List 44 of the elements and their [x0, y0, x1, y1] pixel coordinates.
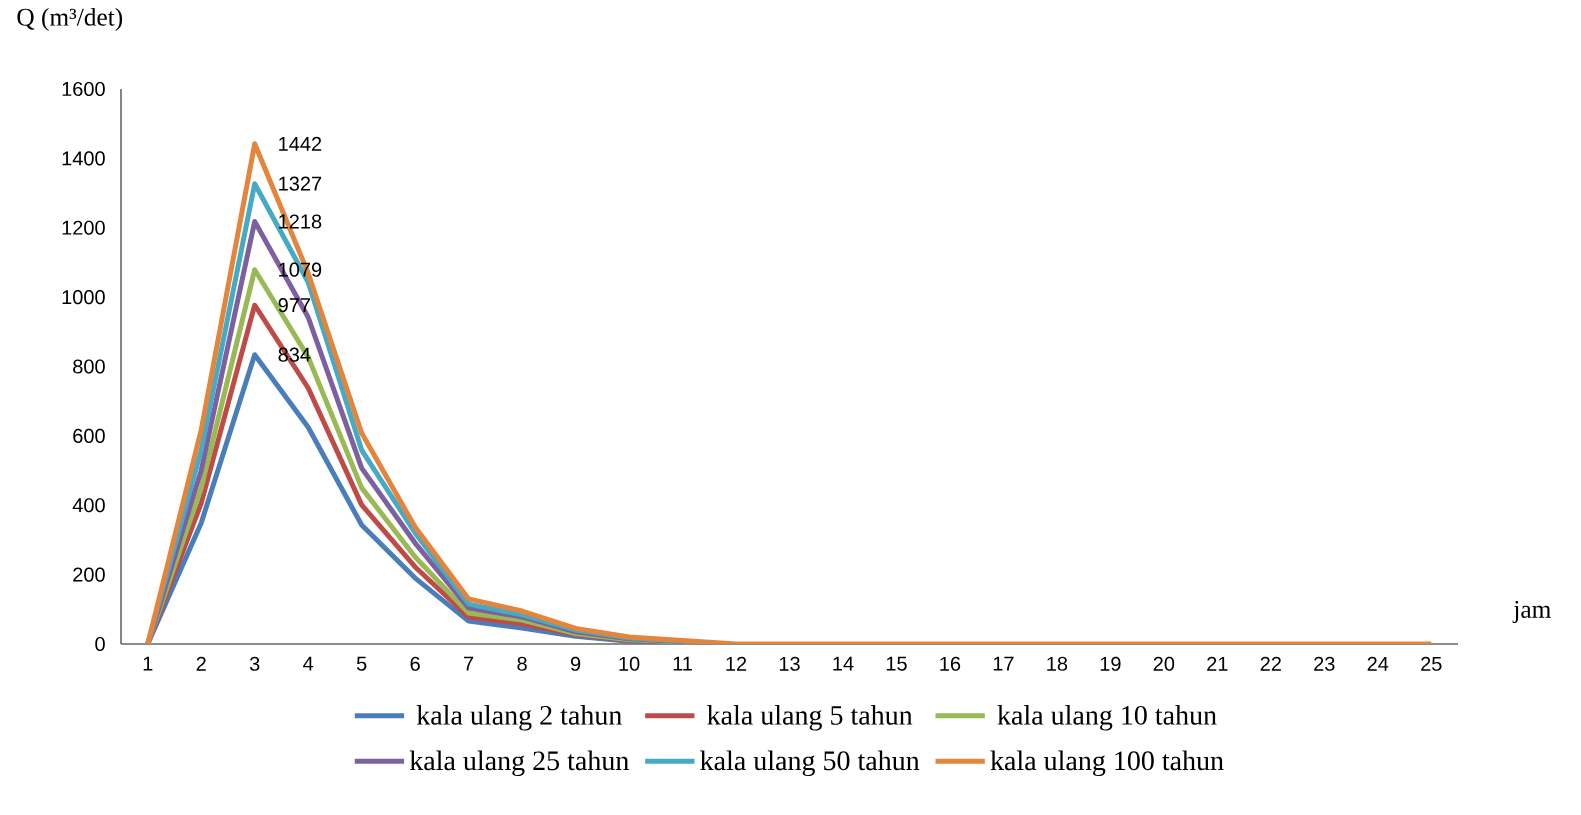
x-tick-label: 20	[1153, 656, 1175, 671]
x-tick-label: 9	[570, 656, 581, 671]
y-tick-label: 1000	[62, 290, 105, 305]
x-tick-label: 2	[196, 656, 206, 671]
y-tick-label: 200	[73, 567, 105, 582]
x-tick-label: 17	[993, 656, 1014, 671]
x-tick-label: 11	[673, 656, 692, 671]
x-tick-label: 18	[1047, 656, 1068, 671]
y-axis-title: Q (m³/det)	[17, 7, 123, 31]
y-tick-label: 0	[95, 636, 105, 652]
x-tick-label: 15	[886, 656, 907, 671]
x-tick-label: 13	[779, 656, 800, 671]
y-tick-label: 600	[73, 428, 105, 443]
x-tick-label: 8	[517, 656, 527, 671]
x-tick-label: 6	[410, 656, 420, 671]
x-tick-label: 25	[1421, 656, 1442, 671]
x-tick-label: 3	[249, 656, 260, 671]
legend-label: kala ulang 50 tahun	[700, 750, 920, 776]
data-label: 1327	[279, 176, 322, 191]
x-tick-label: 14	[833, 656, 854, 671]
y-tick-label: 1200	[62, 220, 105, 235]
legend-label: kala ulang 25 tahun	[409, 750, 629, 776]
x-tick-label: 16	[940, 656, 961, 671]
x-tick-label: 7	[464, 656, 474, 671]
x-tick-label: 23	[1314, 656, 1335, 671]
x-tick-label: 10	[619, 656, 640, 671]
y-tick-label: 800	[73, 359, 105, 374]
x-tick-label: 12	[726, 656, 747, 671]
x-tick-label: 5	[356, 656, 367, 671]
y-tick-label: 1400	[62, 151, 105, 166]
x-tick-label: 24	[1367, 656, 1389, 671]
legend-label: kala ulang 100 tahun	[990, 750, 1224, 776]
legend-label: kala ulang 2 tahun	[416, 705, 622, 731]
y-tick-label: 1600	[62, 81, 105, 97]
legend-label: kala ulang 5 tahun	[707, 705, 913, 731]
x-axis-title: jam	[1512, 600, 1551, 624]
x-tick-label: 1	[143, 656, 153, 671]
x-tick-label: 19	[1100, 656, 1121, 671]
legend-label: kala ulang 10 tahun	[997, 705, 1217, 731]
y-tick-label: 400	[72, 498, 105, 513]
x-tick-label: 21	[1207, 656, 1228, 671]
x-tick-label: 22	[1260, 656, 1281, 671]
data-label: 1442	[279, 136, 322, 151]
x-tick-label: 4	[303, 656, 314, 671]
